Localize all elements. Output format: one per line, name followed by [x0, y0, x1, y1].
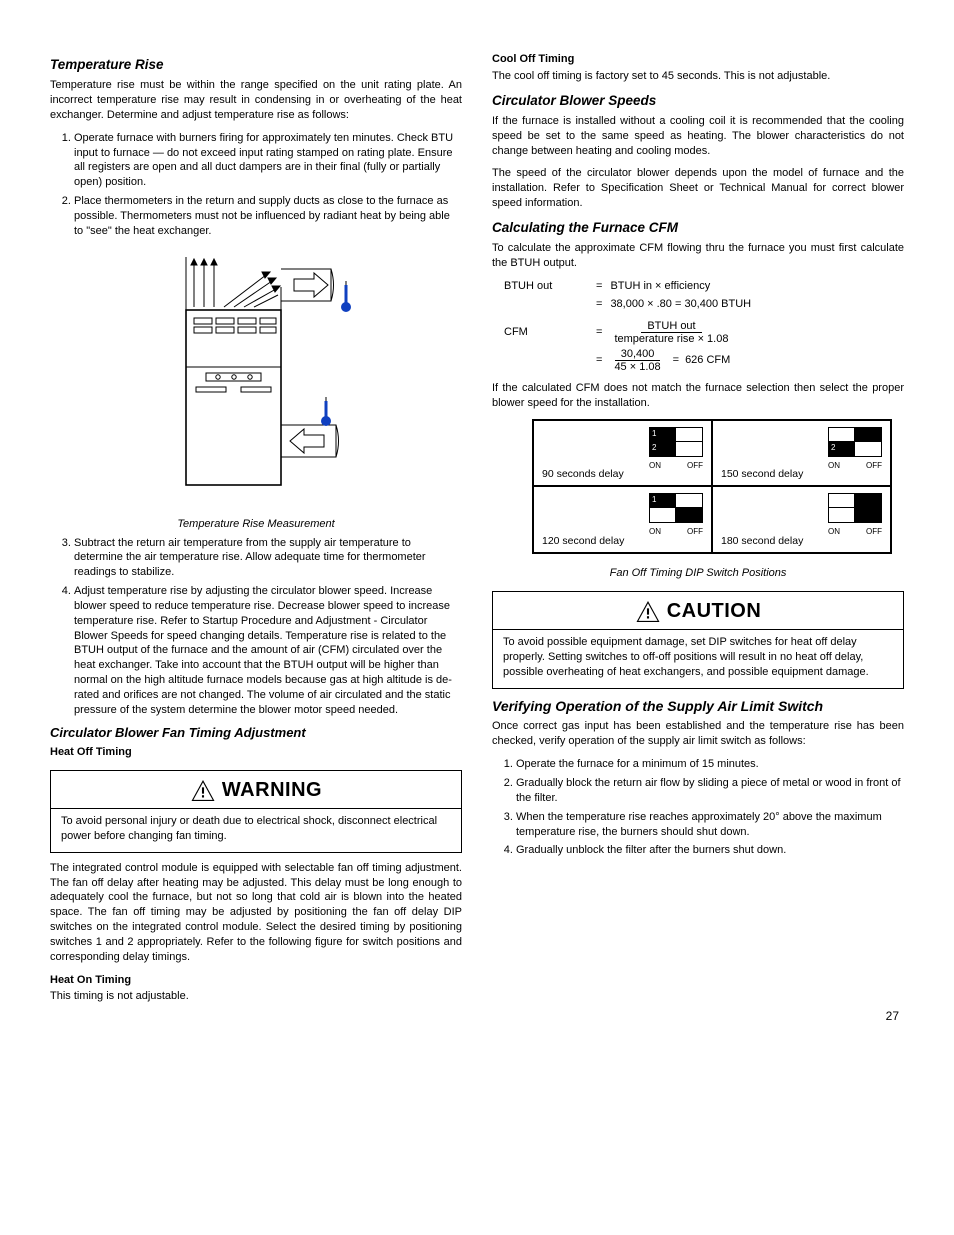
circ-speeds-p2: The speed of the circulator blower depen…: [492, 166, 904, 211]
dip-cell-90: 12 ONOFF 90 seconds delay: [533, 420, 712, 487]
cfm-formula: CFM = BTUH outtemperature rise × 1.08 = …: [504, 320, 904, 373]
circ-speeds-p1: If the furnace is installed without a co…: [492, 114, 904, 159]
heat-off-timing-heading: Heat Off Timing: [50, 745, 462, 760]
caution-header: CAUTION: [493, 592, 903, 630]
dip-switch-icon: [828, 493, 882, 523]
step-2: Place thermometers in the return and sup…: [74, 194, 462, 239]
btuh-formula: BTUH out = BTUH in × efficiency = 38,000…: [504, 279, 904, 312]
step-1: Operate furnace with burners firing for …: [74, 131, 462, 190]
dip-switch-icon: 2: [828, 427, 882, 457]
dip-cell-150: 2 ONOFF 150 second delay: [712, 420, 891, 487]
dip-switch-grid: 12 ONOFF 90 seconds delay 2 ONOFF 150 se…: [532, 419, 892, 555]
cfm-calc-intro: To calculate the approximate CFM flowing…: [492, 241, 904, 271]
verify-step-2: Gradually block the return air flow by s…: [516, 776, 904, 806]
fan-off-delay-text: The integrated control module is equippe…: [50, 861, 462, 965]
temp-rise-steps: Operate furnace with burners firing for …: [50, 131, 462, 239]
dip-switch-icon: 1: [649, 493, 703, 523]
dip-cell-120: 1 ONOFF 120 second delay: [533, 486, 712, 553]
dip-cell-180: ONOFF 180 second delay: [712, 486, 891, 553]
verify-steps: Operate the furnace for a minimum of 15 …: [492, 757, 904, 858]
warning-title: WARNING: [222, 777, 322, 804]
step-4: Adjust temperature rise by adjusting the…: [74, 584, 462, 718]
furnace-figure: [146, 245, 366, 505]
cfm-conclusion: If the calculated CFM does not match the…: [492, 381, 904, 411]
warning-header: WARNING: [51, 771, 461, 809]
fan-timing-heading: Circulator Blower Fan Timing Adjustment: [50, 724, 462, 742]
warning-icon: [190, 779, 216, 802]
caution-icon: [635, 600, 661, 623]
temp-rise-intro: Temperature rise must be within the rang…: [50, 78, 462, 123]
heat-on-timing-heading: Heat On Timing: [50, 973, 462, 988]
temp-rise-steps-cont: Subtract the return air temperature from…: [50, 536, 462, 718]
temp-rise-heading: Temperature Rise: [50, 56, 462, 74]
furnace-figure-caption: Temperature Rise Measurement: [50, 517, 462, 532]
dip-switch-icon: 12: [649, 427, 703, 457]
verify-heading: Verifying Operation of the Supply Air Li…: [492, 697, 904, 716]
verify-step-3: When the temperature rise reaches approx…: [516, 810, 904, 840]
page-columns: Temperature Rise Temperature rise must b…: [50, 50, 904, 1012]
warning-box: WARNING To avoid personal injury or deat…: [50, 770, 462, 853]
caution-body: To avoid possible equipment damage, set …: [493, 630, 903, 688]
step-3: Subtract the return air temperature from…: [74, 536, 462, 581]
caution-title: CAUTION: [667, 598, 762, 625]
heat-on-timing-text: This timing is not adjustable.: [50, 989, 462, 1004]
page-number: 27: [886, 1008, 899, 1024]
warning-body: To avoid personal injury or death due to…: [51, 809, 461, 852]
cfm-calc-heading: Calculating the Furnace CFM: [492, 219, 904, 237]
circ-speeds-heading: Circulator Blower Speeds: [492, 92, 904, 110]
right-column: Cool Off Timing The cool off timing is f…: [492, 50, 904, 1012]
caution-box: CAUTION To avoid possible equipment dama…: [492, 591, 904, 689]
dip-caption: Fan Off Timing DIP Switch Positions: [492, 566, 904, 581]
supply-thermometer-icon: [341, 281, 351, 312]
cool-off-timing-heading: Cool Off Timing: [492, 52, 904, 67]
verify-intro: Once correct gas input has been establis…: [492, 719, 904, 749]
verify-step-4: Gradually unblock the filter after the b…: [516, 843, 904, 858]
return-thermometer-icon: [321, 397, 331, 426]
left-column: Temperature Rise Temperature rise must b…: [50, 50, 462, 1012]
cool-off-timing-text: The cool off timing is factory set to 45…: [492, 69, 904, 84]
verify-step-1: Operate the furnace for a minimum of 15 …: [516, 757, 904, 772]
